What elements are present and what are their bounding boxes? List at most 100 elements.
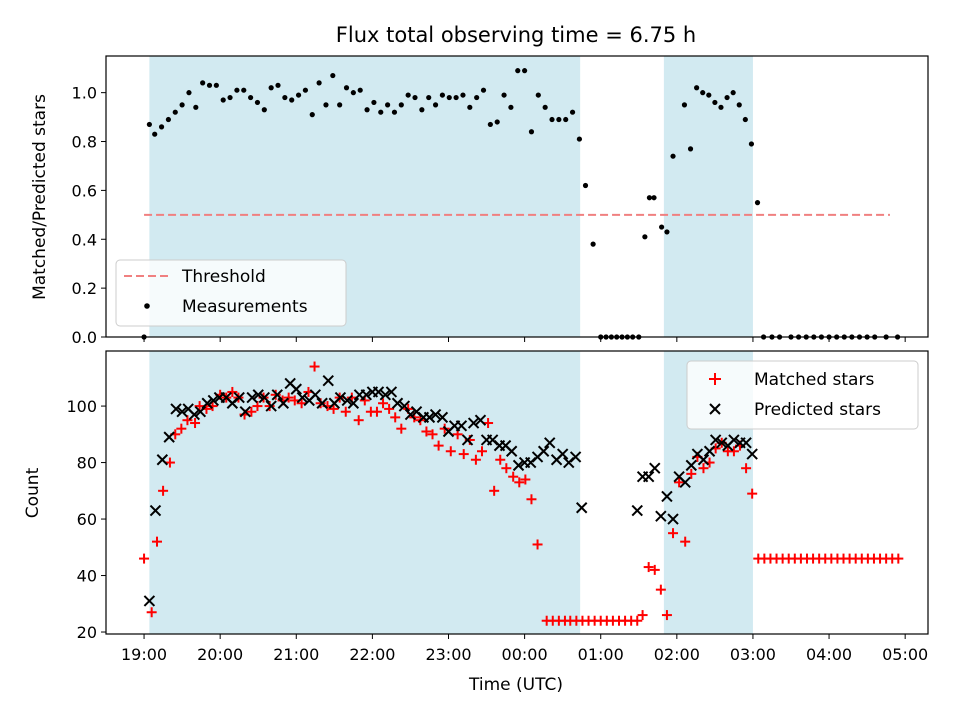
- measurement-point: [549, 116, 555, 123]
- matched-point: [445, 446, 456, 457]
- measurement-point: [563, 116, 569, 123]
- matched-point: [190, 418, 201, 429]
- x-tick-label: 03:00: [730, 645, 776, 664]
- matched-point: [227, 386, 238, 397]
- predicted-point: [372, 386, 385, 398]
- measurement-point: [186, 90, 192, 96]
- legend-measurement-swatch: [144, 303, 150, 309]
- matched-point: [728, 446, 739, 457]
- predicted-point: [474, 414, 487, 426]
- counts-plot-frame: [105, 350, 929, 635]
- measurement-point: [474, 94, 480, 101]
- measurement-point: [391, 109, 398, 115]
- ratio-legend: Threshold Measurements: [115, 259, 347, 327]
- x-tick-label: 01:00: [578, 645, 624, 664]
- matched-point: [421, 426, 432, 437]
- measurement-point: [659, 224, 665, 230]
- measurement-point: [316, 80, 322, 86]
- y-tick-label: 0.6: [72, 181, 97, 200]
- measurement-point: [179, 102, 185, 108]
- predicted-point: [163, 431, 175, 443]
- predicted-point: [156, 454, 169, 466]
- predicted-point: [143, 595, 156, 607]
- matched-point: [458, 449, 469, 460]
- measurement-point: [724, 94, 730, 101]
- x-tick-label: 22:00: [349, 645, 395, 664]
- x-tick-label: 19:00: [121, 645, 167, 664]
- measurement-point: [172, 109, 178, 115]
- matched-point: [698, 463, 709, 474]
- predicted-point: [746, 448, 758, 460]
- x-tick-label: 21:00: [273, 645, 319, 664]
- measurement-point: [439, 92, 446, 98]
- matched-point: [252, 401, 263, 412]
- matched-point: [396, 423, 407, 434]
- predicted-point: [258, 391, 271, 404]
- matched-point: [194, 401, 205, 412]
- measurement-point: [432, 102, 439, 108]
- predicted-point: [740, 437, 752, 449]
- predicted-point: [149, 504, 162, 517]
- measurement-point: [730, 90, 736, 96]
- measurement-point: [426, 94, 432, 101]
- chart-title: Flux total observing time = 6.75 h: [336, 23, 696, 47]
- measurement-point: [282, 94, 288, 101]
- legend-measurement-label: Measurements: [182, 297, 308, 317]
- predicted-point: [461, 434, 474, 446]
- measurement-point: [275, 82, 281, 88]
- matched-point: [151, 536, 162, 547]
- y-tick-label: 40: [77, 567, 97, 586]
- matched-point: [384, 403, 395, 414]
- legend-matched-label: Matched stars: [754, 370, 874, 390]
- measurement-point: [467, 104, 473, 110]
- legend-threshold-label: Threshold: [181, 267, 266, 287]
- measurement-point: [220, 97, 226, 103]
- predicted-point: [642, 470, 655, 483]
- measurement-point: [158, 124, 165, 130]
- matched-point: [371, 406, 382, 417]
- matched-point: [643, 562, 654, 573]
- matched-point: [470, 454, 481, 465]
- measurement-point: [736, 102, 742, 108]
- measurement-point: [718, 104, 724, 110]
- x-tick-label: 20:00: [197, 645, 243, 664]
- matched-point: [427, 429, 438, 440]
- measurement-point: [323, 102, 329, 108]
- matched-point: [532, 539, 543, 550]
- measurement-point: [754, 200, 761, 206]
- matched-point: [514, 477, 525, 488]
- counts-ylabel: Count: [23, 467, 43, 518]
- measurement-point: [378, 109, 384, 115]
- measurement-point: [234, 87, 240, 93]
- predicted-point: [709, 434, 722, 446]
- measurement-point: [206, 82, 213, 88]
- predicted-point: [556, 448, 569, 460]
- predicted-point: [575, 502, 588, 514]
- predicted-point: [685, 459, 698, 472]
- matched-point: [283, 392, 294, 403]
- predicted-point: [347, 397, 360, 409]
- matched-point: [246, 406, 257, 417]
- predicted-point: [176, 406, 188, 418]
- measurement-point: [460, 92, 466, 98]
- measurement-point: [268, 85, 274, 91]
- measurement-point: [453, 94, 459, 101]
- counts-legend: Matched stars Predicted stars: [686, 360, 919, 430]
- predicted-point: [544, 437, 556, 449]
- matched-point: [328, 403, 339, 414]
- x-tick-label: 02:00: [654, 645, 700, 664]
- predicted-point: [398, 400, 411, 412]
- matched-point: [680, 536, 691, 547]
- predicted-point: [716, 437, 728, 449]
- predicted-point: [194, 406, 207, 418]
- measurement-point: [337, 102, 343, 108]
- measurement-point: [213, 82, 219, 88]
- measurement-point: [681, 102, 688, 108]
- measurement-point: [412, 94, 418, 101]
- y-tick-label: 100: [66, 397, 97, 416]
- matched-point: [146, 607, 157, 618]
- matched-point: [526, 494, 537, 505]
- matched-point: [164, 457, 175, 468]
- predicted-point: [728, 434, 740, 446]
